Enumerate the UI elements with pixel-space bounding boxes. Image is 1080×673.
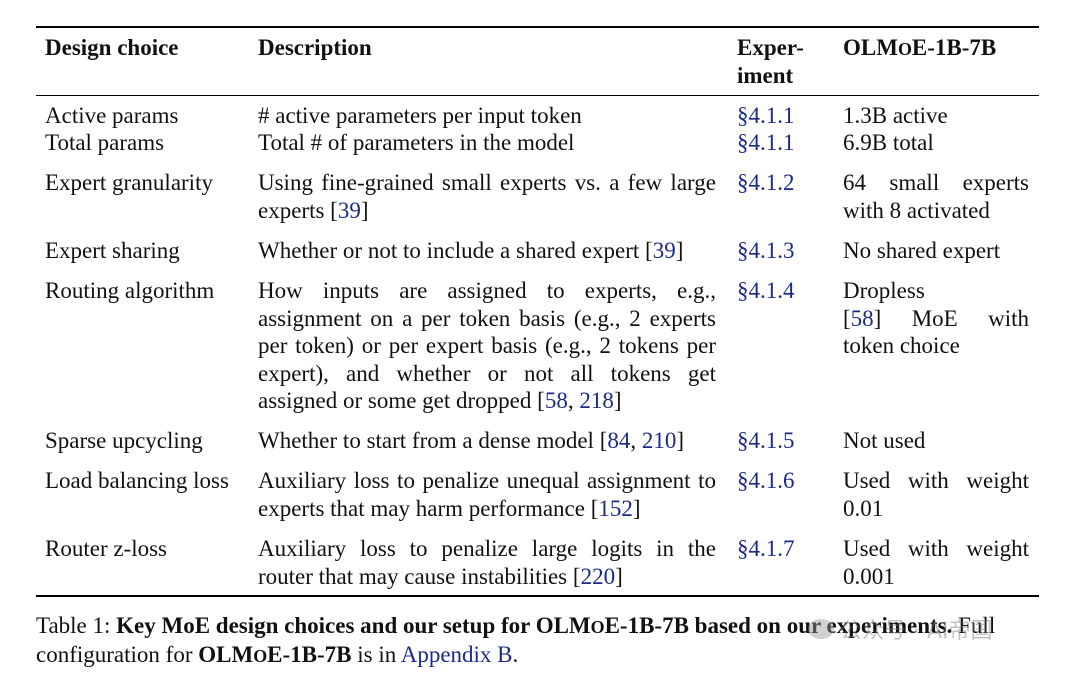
row-description-text: Whether or not to include a shared exper… [258, 238, 640, 263]
row-description-text: Using fine-grained small experts vs. a f… [258, 170, 716, 223]
row-choice: Expert sharing [45, 238, 180, 263]
table-bottom-rule [36, 595, 1039, 597]
row-description: Using fine-grained small experts vs. a f… [258, 170, 716, 223]
row-setting: Used with weight 0.01 [843, 468, 1029, 521]
caption-model-sc: O [253, 646, 268, 666]
row-description: # active parameters per input token [258, 103, 582, 128]
caption-bold-post: E-1B-7B based on our experiments. [604, 613, 953, 638]
row-section-link[interactable]: §4.1.1 [737, 103, 795, 128]
row-section-link[interactable]: §4.1.3 [737, 238, 795, 263]
table-caption: Table 1: Key MoE design choices and our … [36, 612, 1040, 670]
row-description-text: Whether to start from a dense model [258, 428, 594, 453]
row-description: Whether or not to include a shared exper… [258, 238, 684, 263]
wechat-logo-icon [808, 619, 834, 639]
watermark: 公众号 · AI帝国 [808, 614, 1048, 644]
citation-link[interactable]: 220 [580, 563, 616, 589]
header-experiment-line1: Exper- [737, 35, 804, 60]
row-setting-text: MoE with token choice [843, 305, 1029, 359]
row-description: Whether to start from a dense model [84,… [258, 428, 685, 453]
citation-link[interactable]: 39 [652, 238, 676, 263]
row-choice: Router z-loss [45, 536, 168, 561]
row-description-text: How inputs are assigned to experts, e.g.… [258, 278, 716, 413]
row-choice: Load balancing loss [45, 468, 229, 493]
row-description-text: Auxiliary loss to penalize large logits … [258, 536, 716, 589]
row-description: Auxiliary loss to penalize large logits … [258, 536, 716, 589]
row-choice: Routing algorithm [45, 278, 215, 303]
row-description: Auxiliary loss to penalize unequal assig… [258, 468, 716, 521]
row-setting: 6.9B total [843, 130, 934, 155]
header-model-post: E-1B-7B [911, 35, 997, 60]
caption-model-name: OLMOE-1B-7B [198, 642, 351, 667]
row-section-link[interactable]: §4.1.4 [737, 278, 795, 303]
header-experiment-line2: iment [737, 62, 794, 88]
header-design-choice: Design choice [45, 35, 179, 60]
header-model: OLMOE-1B-7B [843, 34, 1029, 64]
caption-bold-pre: Key MoE design choices and our setup for… [116, 613, 591, 638]
citation-link[interactable]: 152 [598, 495, 633, 521]
row-description-text: Auxiliary loss to penalize unequal assig… [258, 468, 716, 521]
table-top-rule [36, 26, 1039, 28]
caption-model-post: E-1B-7B [267, 642, 352, 667]
citation-link[interactable]: 210 [641, 428, 677, 453]
row-description: Total # of parameters in the model [258, 130, 575, 155]
row-choice: Expert granularity [45, 170, 213, 195]
caption-bold: Key MoE design choices and our setup for… [116, 613, 952, 638]
watermark-text: 公众号 · AI帝国 [840, 619, 993, 644]
citation-link[interactable]: 58 [850, 305, 874, 331]
row-choice: Total params [45, 130, 165, 155]
caption-line2-mid: is in [351, 642, 401, 667]
citation-link[interactable]: 58 [544, 388, 568, 413]
caption-line2-pre: Full configuration for [36, 613, 996, 667]
row-setting: 64 small experts with 8 activated [843, 170, 1029, 223]
row-setting: No shared expert [843, 238, 1001, 263]
citation-link[interactable]: 84 [607, 428, 631, 453]
row-choice: Active params [45, 103, 179, 128]
citation-link[interactable]: 39 [337, 197, 361, 223]
row-section-link[interactable]: §4.1.7 [737, 536, 795, 561]
caption-model-pre: OLM [198, 642, 254, 667]
row-section-link[interactable]: §4.1.2 [737, 170, 795, 195]
caption-line2-end: . [512, 642, 519, 667]
row-choice: Sparse upcycling [45, 428, 203, 453]
row-setting: Used with weight 0.001 [843, 536, 1029, 589]
row-setting: Not used [843, 428, 926, 453]
row-description: How inputs are assigned to experts, e.g.… [258, 278, 716, 413]
header-model-sc: O [897, 39, 912, 59]
header-experiment: Exper- iment [737, 34, 827, 89]
header-description: Description [258, 35, 372, 60]
caption-prefix: Table 1: [36, 613, 117, 638]
caption-bold-sc: O [590, 617, 605, 637]
header-model-pre: OLM [843, 35, 898, 60]
row-setting-text: Dropless [843, 278, 925, 303]
row-section-link[interactable]: §4.1.5 [737, 428, 795, 453]
row-section-link[interactable]: §4.1.1 [737, 130, 795, 155]
table-header-rule [36, 95, 1039, 97]
row-setting: Dropless [58] MoE with token choice [843, 278, 1029, 359]
citation-link[interactable]: 218 [579, 388, 614, 413]
row-setting: 1.3B active [843, 103, 948, 128]
appendix-link[interactable]: Appendix B [400, 642, 513, 667]
row-section-link[interactable]: §4.1.6 [737, 468, 795, 493]
